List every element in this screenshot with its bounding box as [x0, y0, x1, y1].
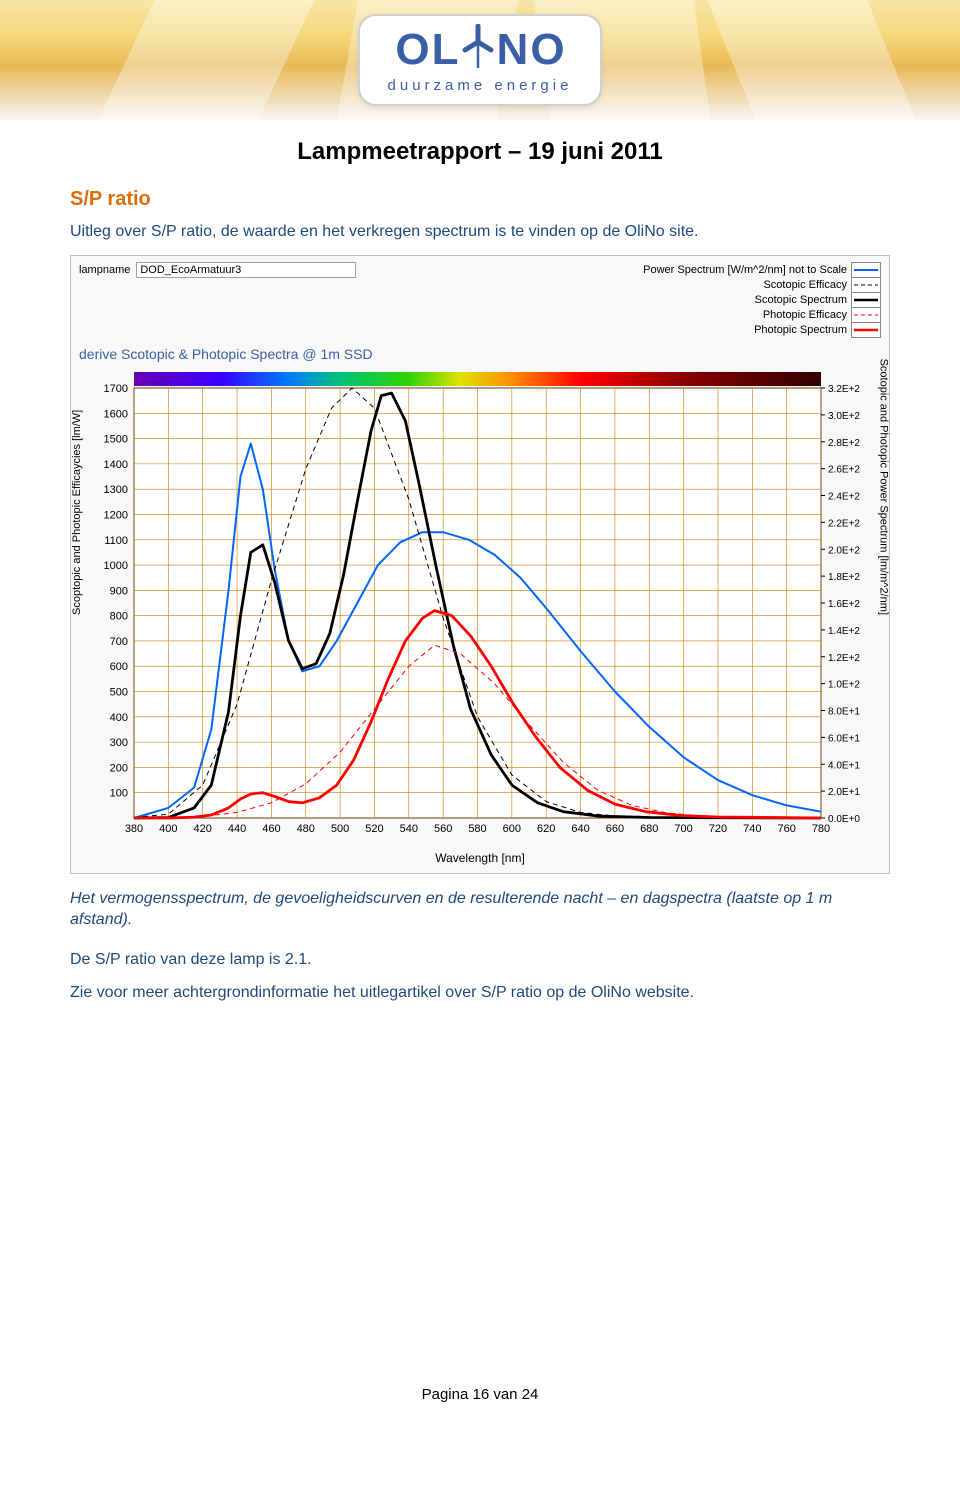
svg-text:2.6E+2: 2.6E+2 [828, 464, 860, 475]
legend-swatch [852, 292, 881, 307]
svg-text:580: 580 [468, 823, 486, 835]
lampname-label: lampname [79, 264, 130, 276]
svg-text:2.0E+2: 2.0E+2 [828, 545, 860, 556]
svg-text:600: 600 [110, 661, 128, 673]
svg-text:660: 660 [606, 823, 624, 835]
document-title: Lampmeetrapport – 19 juni 2011 [0, 138, 960, 166]
svg-text:2.0E+1: 2.0E+1 [828, 787, 860, 798]
svg-text:1500: 1500 [104, 433, 128, 445]
page-footer: Pagina 16 van 24 [0, 1386, 960, 1423]
legend-label: Scotopic Efficacy [639, 277, 851, 292]
x-axis-label: Wavelength [nm] [79, 851, 881, 865]
svg-text:520: 520 [365, 823, 383, 835]
svg-text:1.6E+2: 1.6E+2 [828, 599, 860, 610]
svg-text:380: 380 [125, 823, 143, 835]
sp-ratio-value: De S/P ratio van deze lamp is 2.1. [70, 949, 890, 971]
logo-letter: O [530, 28, 564, 72]
y-axis-left-label: Scoptopic and Photopic Efficaycies [lm/W… [71, 410, 83, 615]
chart-svg: 380 400 420 440 460 480 500 520 540 560 580 600 620 6… [79, 366, 879, 846]
svg-text:460: 460 [262, 823, 280, 835]
logo-subtitle: duurzame energie [388, 77, 573, 94]
svg-text:680: 680 [640, 823, 658, 835]
svg-text:8.0E+1: 8.0E+1 [828, 706, 860, 717]
legend-label: Photopic Efficacy [639, 307, 851, 322]
wind-turbine-icon [461, 24, 495, 75]
svg-text:1.8E+2: 1.8E+2 [828, 572, 860, 583]
chart-panel: lampname Power Spectrum [W/m^2/nm] not t… [70, 255, 890, 874]
legend-swatch [852, 277, 881, 292]
legend-swatch [852, 322, 881, 337]
svg-text:720: 720 [709, 823, 727, 835]
header-banner: O L N O duurzame energie [0, 0, 960, 120]
svg-text:500: 500 [110, 686, 128, 698]
svg-text:4.0E+1: 4.0E+1 [828, 760, 860, 771]
svg-text:3.2E+2: 3.2E+2 [828, 384, 860, 395]
svg-text:900: 900 [110, 585, 128, 597]
svg-text:1.0E+2: 1.0E+2 [828, 679, 860, 690]
legend-label: Power Spectrum [W/m^2/nm] not to Scale [639, 262, 851, 277]
svg-text:1.4E+2: 1.4E+2 [828, 625, 860, 636]
y-axis-right-label: Scotopic and Photopic Power Spectrum [lm… [877, 359, 889, 615]
svg-text:480: 480 [297, 823, 315, 835]
svg-text:1700: 1700 [104, 383, 128, 395]
svg-text:700: 700 [674, 823, 692, 835]
legend-label: Photopic Spectrum [639, 322, 851, 337]
svg-text:560: 560 [434, 823, 452, 835]
svg-text:540: 540 [400, 823, 418, 835]
chart-caption: Het vermogensspectrum, de gevoeligheidsc… [70, 888, 890, 931]
logo-letter: O [395, 28, 429, 72]
svg-text:1300: 1300 [104, 484, 128, 496]
svg-text:700: 700 [110, 636, 128, 648]
svg-text:0.0E+0: 0.0E+0 [828, 814, 860, 825]
svg-text:620: 620 [537, 823, 555, 835]
svg-text:3.0E+2: 3.0E+2 [828, 410, 860, 421]
svg-text:600: 600 [503, 823, 521, 835]
svg-text:1400: 1400 [104, 458, 128, 470]
svg-text:400: 400 [110, 711, 128, 723]
svg-text:420: 420 [194, 823, 212, 835]
intro-paragraph: Uitleg over S/P ratio, de waarde en het … [70, 221, 890, 243]
svg-text:100: 100 [110, 787, 128, 799]
logo-letter: L [432, 28, 459, 72]
svg-text:2.4E+2: 2.4E+2 [828, 491, 860, 502]
more-info-paragraph: Zie voor meer achtergrondinformatie het … [70, 982, 890, 1004]
svg-text:440: 440 [228, 823, 246, 835]
svg-text:640: 640 [571, 823, 589, 835]
svg-text:800: 800 [110, 610, 128, 622]
svg-text:400: 400 [159, 823, 177, 835]
derive-label: derive Scotopic & Photopic Spectra @ 1m … [79, 346, 881, 362]
logo-letter: N [497, 28, 529, 72]
svg-text:760: 760 [777, 823, 795, 835]
legend-swatch [852, 307, 881, 322]
legend-swatch [852, 262, 881, 277]
svg-text:740: 740 [743, 823, 761, 835]
svg-text:300: 300 [110, 737, 128, 749]
svg-text:1000: 1000 [104, 560, 128, 572]
svg-text:1100: 1100 [104, 534, 128, 546]
svg-text:1.2E+2: 1.2E+2 [828, 652, 860, 663]
svg-text:1200: 1200 [104, 509, 128, 521]
svg-text:2.2E+2: 2.2E+2 [828, 518, 860, 529]
legend-label: Scotopic Spectrum [639, 292, 851, 307]
svg-text:1600: 1600 [104, 408, 128, 420]
section-heading: S/P ratio [70, 188, 890, 211]
spectrum-chart: Scoptopic and Photopic Efficaycies [lm/W… [79, 366, 881, 865]
svg-text:6.0E+1: 6.0E+1 [828, 733, 860, 744]
svg-text:200: 200 [110, 762, 128, 774]
svg-text:2.8E+2: 2.8E+2 [828, 437, 860, 448]
olino-logo: O L N O duurzame energie [358, 14, 603, 106]
lampname-input[interactable] [136, 262, 356, 278]
svg-text:500: 500 [331, 823, 349, 835]
chart-legend: Power Spectrum [W/m^2/nm] not to ScaleSc… [639, 262, 881, 338]
